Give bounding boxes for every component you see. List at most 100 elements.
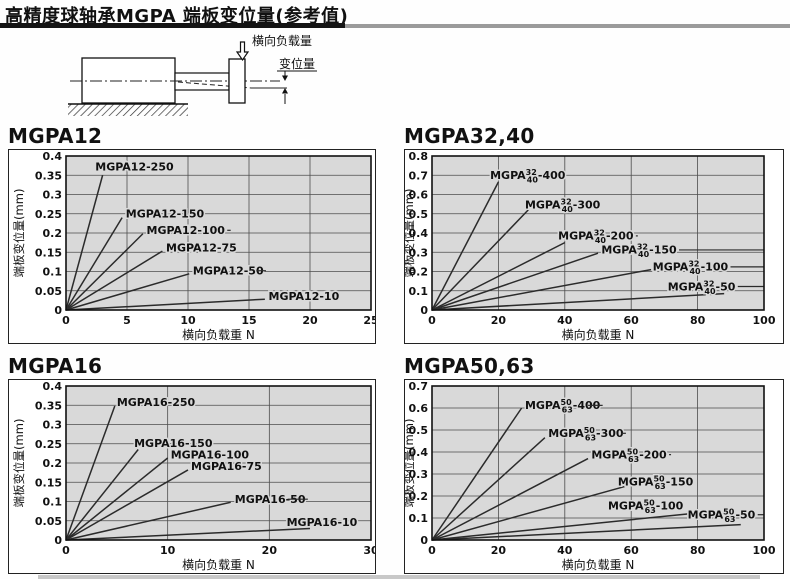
series-line [431, 437, 546, 541]
series-line [65, 175, 104, 311]
series-line [65, 405, 116, 541]
y-tick-label: 0.2 [43, 227, 63, 240]
chart-box: MGPA12-250 MGPA12-150 MGPA12-100 MGPA12-75 M… [8, 149, 376, 344]
series-line [65, 250, 163, 311]
series-label: MGPA16-10 [287, 516, 358, 529]
x-tick-label: 40 [557, 544, 573, 557]
series-label: MGPA32 40-400 [490, 168, 566, 185]
series-label: MGPA12-100 [147, 224, 226, 237]
charts-grid: MGPA12 MGPA12-250 MGPA12-150 MGPA12-100 MGP… [8, 126, 784, 574]
end-plate [228, 58, 246, 104]
series-label: MGPA50 63-300 [548, 426, 624, 443]
y-tick-label: 0.15 [35, 246, 62, 259]
y-tick-label: 0.1 [43, 496, 63, 509]
series-line [431, 268, 652, 311]
y-tick-label: 0.3 [43, 419, 63, 432]
y-tick-label: 0.3 [409, 468, 429, 481]
y-axis-title: 端板变位量(mm) [405, 189, 416, 278]
x-tick-label: 5 [123, 314, 131, 327]
chart-mgpa16: MGPA16-250MGPA16-150MGPA16-100MGPA16-75M… [12, 380, 375, 572]
y-tick-label: 0 [420, 534, 428, 547]
y-tick-label: 0.25 [35, 438, 62, 451]
chart-panel-mgpa50-63: MGPA50,63 MGPA50 63-400 MGPA50 63-300 MGPA50… [404, 356, 784, 574]
chart-model-title: MGPA50,63 [404, 354, 535, 378]
x-axis-title: 横向负载重 N [182, 557, 255, 572]
y-axis-title: 端板变位量(mm) [12, 419, 26, 508]
series-label: MGPA50 63-150 [618, 474, 694, 491]
plot-frame [431, 155, 765, 311]
y-tick-label: 0.3 [43, 189, 63, 202]
series-label: MGPA16-50 [235, 493, 306, 506]
y-tick-label: 0.15 [35, 476, 62, 489]
series-line [65, 457, 169, 541]
chart-box: MGPA50 63-400 MGPA50 63-300 MGPA50 63-200 MGPA… [404, 379, 784, 574]
series-line [431, 241, 566, 311]
y-tick-label: 0 [54, 304, 62, 317]
x-tick-label: 0 [428, 314, 436, 327]
chart-box: MGPA16-250 MGPA16-150 MGPA16-100 MGPA16-75 M… [8, 379, 376, 574]
x-tick-label: 80 [690, 314, 706, 327]
deflection-line [177, 81, 252, 89]
x-tick-label: 0 [62, 314, 70, 327]
series-label: MGPA16-100 [171, 448, 250, 461]
displacement-label: 变位量 [279, 56, 315, 71]
series-label: MGPA50 63-200 [591, 447, 667, 464]
series-line [431, 407, 523, 541]
y-tick-label: 0.05 [35, 515, 62, 528]
title-rule [0, 23, 790, 28]
y-tick-label: 0.4 [43, 150, 63, 163]
y-axis-title: 端板变位量(mm) [405, 419, 416, 508]
chart-mgpa12: MGPA12-250MGPA12-150MGPA12-100MGPA12-75M… [12, 150, 375, 342]
title-rule-gray-bar [345, 23, 790, 28]
plot-frame [431, 385, 765, 541]
series-label: MGPA50 63-50 [688, 508, 756, 525]
y-tick-label: 0.1 [409, 512, 429, 525]
y-tick-label: 0.2 [409, 266, 429, 279]
series-line [431, 523, 741, 541]
series-line [431, 292, 725, 311]
y-tick-label: 0.3 [409, 246, 429, 259]
chart-model-title: MGPA32,40 [404, 124, 535, 148]
series-line [431, 181, 500, 311]
x-axis-title: 横向负载重 N [182, 327, 255, 342]
x-axis-title: 横向负载重 N [562, 327, 635, 342]
series-line [431, 457, 589, 541]
series-line [431, 252, 599, 311]
chart-panel-mgpa12: MGPA12 MGPA12-250 MGPA12-150 MGPA12-100 MGP… [8, 126, 376, 344]
x-tick-label: 30 [363, 544, 375, 557]
series-label: MGPA12-75 [166, 241, 237, 254]
series-label: MGPA12-250 [95, 161, 174, 174]
series-line [431, 485, 625, 541]
y-tick-label: 0.6 [409, 402, 429, 415]
y-tick-label: 0.25 [35, 208, 62, 221]
y-tick-label: 0.1 [43, 266, 63, 279]
cylinder-diagram: 横向负载量 变位量 [68, 33, 317, 116]
chart-mgpa50-63: MGPA50 63-400 MGPA50 63-300 MGPA50 63-200 MGPA… [405, 380, 776, 572]
y-tick-label: 0.05 [35, 285, 62, 298]
series-line [65, 298, 265, 311]
x-tick-label: 100 [753, 544, 776, 557]
plot-frame [65, 385, 372, 541]
series-label: MGPA32 40-50 [668, 279, 736, 296]
load-label: 横向负载量 [252, 33, 312, 48]
y-tick-label: 0 [54, 534, 62, 547]
x-tick-label: 20 [491, 544, 507, 557]
series-label: MGPA16-250 [117, 396, 196, 409]
y-tick-label: 0.5 [409, 424, 429, 437]
series-label: MGPA32 40-200 [558, 229, 634, 246]
series-label: MGPA16-150 [134, 437, 213, 450]
series-line [65, 233, 144, 311]
series-label: MGPA50 63-100 [608, 499, 684, 516]
y-tick-label: 0.4 [409, 446, 429, 459]
x-tick-label: 10 [180, 314, 196, 327]
y-tick-label: 0.5 [409, 208, 429, 221]
y-tick-label: 0.4 [409, 227, 429, 240]
x-axis-title: 横向负载重 N [562, 557, 635, 572]
x-tick-label: 25 [363, 314, 375, 327]
x-tick-label: 60 [624, 544, 640, 557]
series-line [65, 501, 231, 541]
series-line [431, 512, 692, 541]
ground-hatch [68, 104, 188, 116]
series-line [65, 273, 190, 311]
